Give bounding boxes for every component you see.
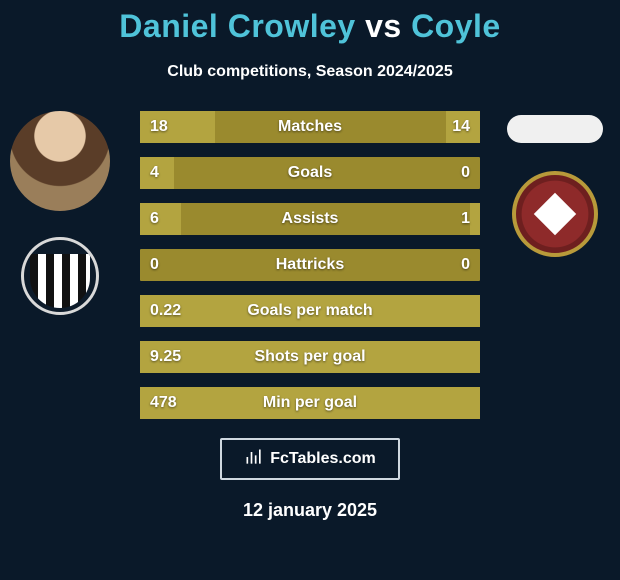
date-label: 12 january 2025 [0,500,620,521]
subtitle: Club competitions, Season 2024/2025 [0,63,620,81]
player1-club-badge-icon [21,237,99,315]
stat-label: Goals per match [140,302,480,320]
brand-badge: FcTables.com [220,438,400,480]
right-avatar-column [500,111,610,257]
stat-bar: 9.25Shots per goal [140,341,480,373]
player2-name: Coyle [411,8,501,44]
stat-label: Min per goal [140,394,480,412]
stat-value-right: 1 [461,210,470,228]
stat-label: Assists [140,210,480,228]
left-avatar-column [10,111,110,315]
stat-bar: 18Matches14 [140,111,480,143]
page-title: Daniel Crowley vs Coyle [0,0,620,45]
stat-label: Goals [140,164,480,182]
brand-text: FcTables.com [270,450,376,468]
stat-label: Matches [140,118,480,136]
stat-label: Shots per goal [140,348,480,366]
comparison-area: 18Matches144Goals06Assists10Hattricks00.… [0,111,620,451]
player1-name: Daniel Crowley [119,8,355,44]
stat-bar: 478Min per goal [140,387,480,419]
stat-value-right: 0 [461,164,470,182]
stat-value-right: 14 [452,118,470,136]
stat-value-right: 0 [461,256,470,274]
stat-bar: 6Assists1 [140,203,480,235]
stat-bar: 0Hattricks0 [140,249,480,281]
player2-club-badge-icon [512,171,598,257]
player1-avatar-icon [10,111,110,211]
vs-label: vs [365,8,402,44]
player2-avatar-icon [507,115,603,143]
stat-bar: 4Goals0 [140,157,480,189]
stat-bar: 0.22Goals per match [140,295,480,327]
stat-bars: 18Matches144Goals06Assists10Hattricks00.… [140,111,480,419]
bar-chart-icon [244,447,264,472]
stat-label: Hattricks [140,256,480,274]
